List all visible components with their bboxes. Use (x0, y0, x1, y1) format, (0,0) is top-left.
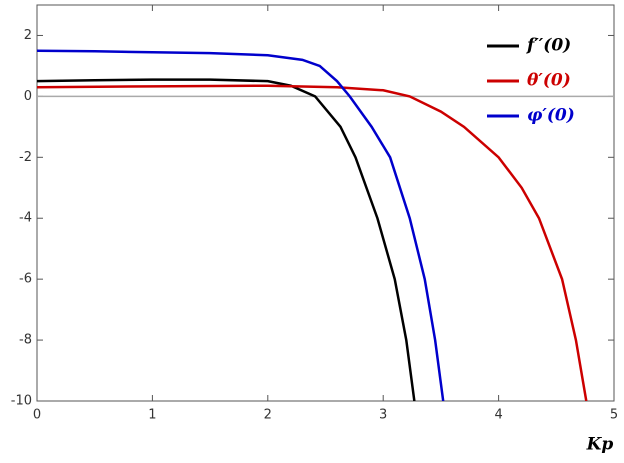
legend-label: θ′(0) (527, 71, 571, 91)
y-tick-label: -6 (19, 272, 32, 287)
y-tick-label: -2 (19, 150, 32, 165)
legend-label: f′′(0) (526, 36, 571, 56)
y-tick-label: -4 (19, 211, 32, 226)
series-line (37, 84, 588, 401)
x-tick-label: 5 (610, 408, 618, 423)
plot-frame (36, 4, 615, 402)
y-tick-label: 2 (24, 28, 32, 43)
series-line (37, 49, 445, 401)
x-tick-label: 4 (494, 408, 502, 423)
y-tick-label: -10 (11, 394, 32, 409)
x-tick-label: 2 (264, 408, 272, 423)
x-axis-label: Kp (586, 435, 614, 455)
x-tick-label: 1 (148, 408, 156, 423)
legend-label: φ′(0) (527, 106, 575, 126)
y-tick-label: 0 (24, 89, 32, 104)
x-tick-label: 0 (33, 408, 41, 423)
x-tick-label: 3 (379, 408, 387, 423)
series-line (37, 78, 416, 401)
y-tick-label: -8 (19, 333, 32, 348)
